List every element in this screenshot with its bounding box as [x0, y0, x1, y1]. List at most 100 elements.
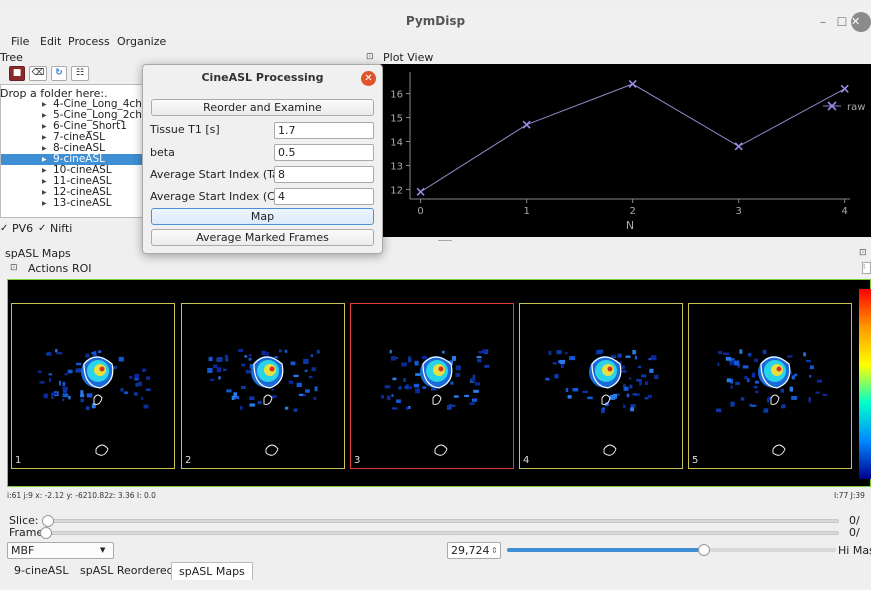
spin-arrows-icon[interactable]: ⇕ [491, 546, 498, 555]
slice-slider-handle[interactable] [42, 515, 54, 527]
tree-item[interactable]: ▶ 6-Cine_Short1 [42, 120, 127, 132]
folder-icon[interactable]: ■ [9, 66, 25, 81]
chevron-right-icon: ▶ [42, 156, 47, 163]
menu-file[interactable]: File [11, 35, 30, 48]
drop-folder-label: Drop a folder here:. [0, 87, 108, 100]
dialog-title: CineASL Processing [201, 71, 324, 84]
tree-item[interactable]: ▶ 5-Cine_Long_2ch [42, 109, 142, 121]
menu-bar: File Edit Process Organize [0, 35, 871, 50]
roi-menu[interactable]: ROI [72, 262, 92, 275]
chevron-right-icon: ▶ [42, 189, 47, 196]
map-frame[interactable]: 3 [350, 303, 514, 469]
options-icon[interactable]: ⁝ [862, 262, 871, 274]
tree-item[interactable]: ▶ 4-Cine_Long_4ch [42, 98, 142, 110]
threshold-slider-fill [507, 548, 705, 552]
refresh-icon[interactable]: ↻ [51, 66, 67, 81]
cursor-status-right: I:77 J:39 [834, 491, 865, 500]
maximize-button[interactable]: ☐ [836, 15, 848, 29]
chevron-right-icon: ▶ [42, 178, 47, 185]
threshold-slider-handle[interactable] [698, 544, 711, 556]
tissue-t1-input[interactable]: 1.7 [274, 122, 374, 139]
tree-item[interactable]: ▶ 12-cineASL [42, 186, 112, 198]
pv6-label: PV6 [12, 222, 34, 235]
tab-spasl-reordered[interactable]: spASL Reordered [80, 564, 174, 577]
dialog-close-icon[interactable]: ✕ [361, 71, 376, 86]
tree-item[interactable]: ▶ 10-cineASL [42, 164, 112, 176]
threshold-slider[interactable] [507, 548, 836, 552]
tree-item[interactable]: ▶ 8-cineASL [42, 142, 105, 154]
maps-viewer[interactable]: 1 2 3 4 5 [7, 279, 871, 487]
map-frame[interactable]: 5 [688, 303, 852, 469]
tree-item[interactable]: ▶ 11-cineASL [42, 175, 112, 187]
frame-number: 4 [523, 455, 530, 466]
chevron-right-icon: ▶ [42, 134, 47, 141]
threshold-spinbox[interactable]: 29,724 ⇕ [447, 542, 501, 559]
frame-slider-handle[interactable] [40, 527, 52, 539]
x-tick-label: 2 [629, 206, 635, 217]
y-tick-label: 12 [390, 185, 403, 196]
map-type-select[interactable]: MBF ▼ [7, 542, 114, 559]
chevron-down-icon: ▼ [100, 546, 106, 554]
beta-label: beta [150, 146, 175, 159]
chevron-right-icon: ▶ [42, 167, 47, 174]
undock-icon[interactable]: ⊡ [10, 263, 18, 273]
tree-item-selected[interactable]: ▶ 9-cineASL [1, 154, 231, 165]
data-point [734, 142, 743, 151]
nifti-checkbox[interactable]: ✓ [38, 223, 47, 234]
tab-spasl-maps[interactable]: spASL Maps [171, 562, 253, 580]
data-point [840, 84, 849, 93]
perfusion-map-image [545, 349, 659, 456]
data-point [628, 79, 637, 89]
minimize-button[interactable]: – [820, 15, 826, 29]
tab-9-cineasl[interactable]: 9-cineASL [14, 564, 69, 577]
undock-icon[interactable]: ⊡ [859, 248, 867, 258]
ctrl-index-input[interactable]: 4 [274, 188, 374, 205]
undock-icon[interactable]: ⊡ [366, 52, 374, 62]
beta-input[interactable]: 0.5 [274, 144, 374, 161]
perfusion-map-image [37, 349, 151, 456]
menu-edit[interactable]: Edit [40, 35, 62, 48]
colorbar [859, 289, 871, 479]
frame-number: 5 [692, 455, 699, 466]
tree-item[interactable]: ▶ 13-cineASL [42, 197, 112, 209]
average-marked-frames-button[interactable]: Average Marked Frames [151, 229, 374, 246]
tissue-t1-label: Tissue T1 [s] [150, 123, 220, 136]
perfusion-map-image [716, 349, 828, 456]
menu-organize[interactable]: Organize [117, 35, 167, 48]
map-button[interactable]: Map [151, 208, 374, 225]
actions-menu[interactable]: Actions [28, 262, 69, 275]
maps-title: spASL Maps [5, 247, 71, 260]
menu-process[interactable]: Process [68, 35, 110, 48]
pv6-checkbox[interactable]: ✓ [0, 223, 9, 234]
frame-slider[interactable] [44, 531, 839, 535]
reorder-button[interactable]: Reorder and Examine [151, 99, 374, 116]
perfusion-map-image [381, 349, 490, 456]
ctrl-index-label: Average Start Index (Ctrl) [150, 190, 291, 203]
list-icon[interactable]: ☷ [71, 66, 89, 81]
y-tick-label: 14 [390, 137, 403, 148]
map-frame[interactable]: 1 [11, 303, 175, 469]
tree-item[interactable]: ▶ 7-cineASL [42, 131, 105, 143]
clear-icon[interactable]: ⌫ [29, 66, 47, 81]
tag-index-input[interactable]: 8 [274, 166, 374, 183]
chevron-right-icon: ▶ [42, 123, 47, 130]
x-tick-label: 0 [417, 206, 423, 217]
map-frame[interactable]: 4 [519, 303, 683, 469]
close-button[interactable]: ✕ [851, 12, 871, 32]
map-frame[interactable]: 2 [181, 303, 345, 469]
slice-slider[interactable] [44, 519, 839, 523]
map-type-value: MBF [11, 544, 35, 557]
splitter-handle[interactable] [438, 240, 452, 241]
perfusion-map-image [207, 349, 320, 456]
tab-bar: 9-cineASL spASL Reordered spASL Maps [7, 562, 871, 581]
chevron-right-icon: ▶ [42, 145, 47, 152]
frame-label: Frame: [9, 526, 47, 539]
frame-value: 0/ [849, 526, 860, 539]
slice-value: 0/ [849, 514, 860, 527]
y-tick-label: 13 [390, 161, 403, 172]
window-title: PymDisp [405, 14, 466, 28]
y-tick-label: 15 [390, 114, 403, 125]
cineasl-dialog: CineASL Processing ✕ Reorder and Examine… [142, 64, 383, 254]
